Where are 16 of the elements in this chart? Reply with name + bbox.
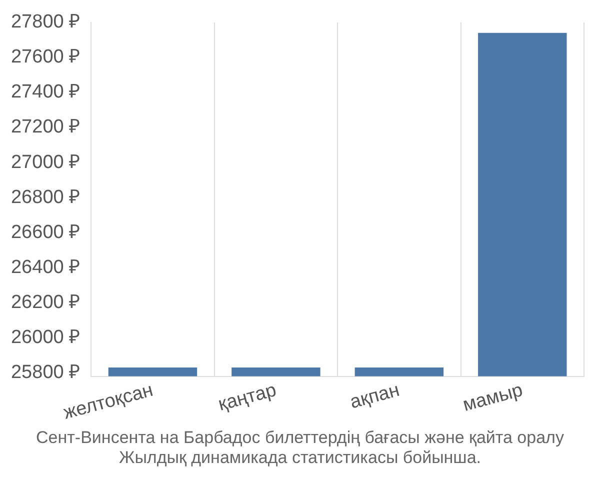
y-tick-label: 27400 ₽ (10, 82, 80, 103)
y-tick-label: 27800 ₽ (10, 12, 80, 33)
y-tick-label: 27200 ₽ (10, 116, 80, 138)
y-tick-label: 26400 ₽ (10, 256, 80, 278)
y-tick-label: 26200 ₽ (10, 292, 80, 313)
y-tick-label: 26600 ₽ (10, 222, 80, 243)
y-tick-label: 27000 ₽ (10, 152, 80, 173)
x-tick-label: мамыр (460, 380, 526, 416)
text: Жылдық динамикада статистикасы бойынша. (118, 448, 482, 468)
y-tick-label: 26800 ₽ (10, 186, 80, 208)
y-tick-label: 27600 ₽ (10, 46, 80, 68)
text: Сент-Винсента на Барбадос билеттердің бағасы және қайта оралу (35, 428, 565, 448)
x-tick-label: қаңтар (216, 380, 279, 416)
x-tick-label: ақпан (348, 380, 402, 414)
y-tick-label: 25800 ₽ (10, 362, 80, 383)
y-tick-label: 26000 ₽ (10, 326, 80, 348)
